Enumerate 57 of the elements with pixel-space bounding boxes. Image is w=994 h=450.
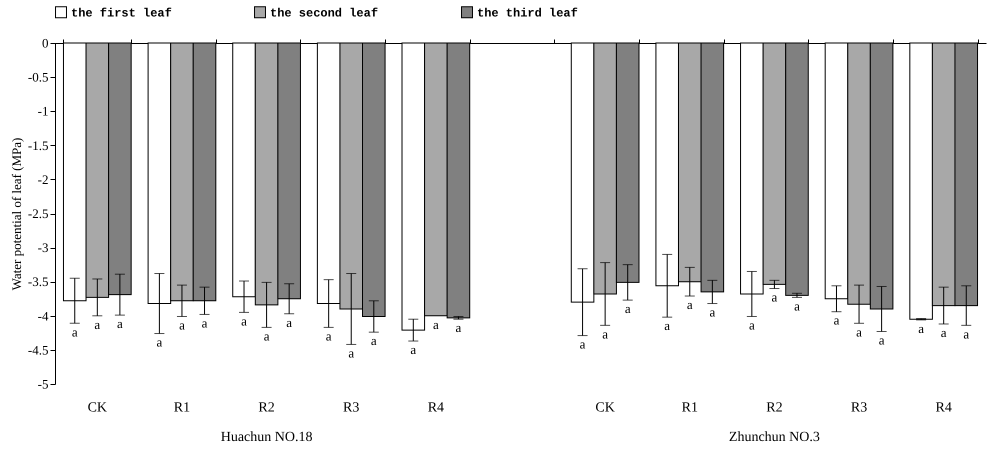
data-label: a [794, 298, 800, 314]
legend-label: the first leaf [71, 6, 172, 20]
x-tick-label: R1 [174, 400, 190, 416]
y-tick-label: -3 [38, 240, 48, 256]
data-label: a [348, 345, 354, 360]
data-label: a [772, 290, 778, 305]
data-label: a [202, 315, 208, 330]
data-label: a [326, 328, 332, 344]
x-tick-label: R1 [682, 400, 698, 416]
legend-label: the third leaf [477, 6, 578, 20]
y-tick-label: 0 [42, 36, 48, 50]
x-tick-label: R4 [428, 400, 444, 416]
data-label: a [241, 313, 248, 328]
y-tick-label: -0.5 [28, 70, 48, 85]
data-label: a [286, 314, 292, 330]
data-label: a [963, 326, 970, 342]
x-tick-label: R3 [343, 400, 360, 416]
y-tick-label: -5 [38, 376, 48, 392]
y-tick-label: -4 [38, 308, 49, 324]
data-label: a [116, 316, 123, 332]
x-tick-label: CK [595, 400, 615, 416]
data-label: a [179, 317, 186, 332]
data-label: a [918, 320, 924, 336]
y-tick-label: -1 [38, 104, 48, 119]
data-label: a [856, 324, 862, 340]
y-tick-label: -3.5 [28, 274, 48, 290]
data-label: a [94, 316, 100, 332]
data-label: a [370, 333, 377, 348]
data-label: a [580, 336, 586, 352]
data-label: a [156, 334, 162, 350]
y-tick-label: -1.5 [28, 138, 48, 153]
data-label: a [686, 297, 693, 312]
y-tick-label: -2.5 [28, 206, 48, 221]
y-axis-title: Water potential of leaf (MPa) [8, 138, 24, 290]
x-tick-label: R4 [936, 400, 952, 416]
text: Huachun NO.18 [220, 430, 312, 445]
data-label: a [432, 316, 439, 332]
data-label: a [940, 324, 947, 340]
data-label: a [878, 332, 885, 348]
x-tick-label: CK [88, 400, 108, 416]
x-tick-label: R2 [258, 400, 275, 416]
data-label: a [602, 326, 608, 342]
data-label: a [264, 328, 270, 344]
data-label: a [664, 318, 670, 334]
text: Zhunchun NO.3 [728, 430, 820, 445]
data-label: a [834, 312, 840, 328]
data-label: a [624, 301, 631, 316]
x-tick-label: R3 [850, 400, 868, 416]
data-label: a [410, 342, 416, 358]
data-label: a [72, 324, 78, 340]
y-tick-label: -4.5 [28, 342, 48, 358]
data-label: a [709, 304, 716, 320]
data-label: a [748, 317, 755, 332]
data-label: a [456, 320, 462, 336]
legend-label: the second leaf [270, 6, 378, 20]
x-tick-label: R2 [766, 400, 783, 416]
y-tick-label: -2 [38, 172, 48, 187]
